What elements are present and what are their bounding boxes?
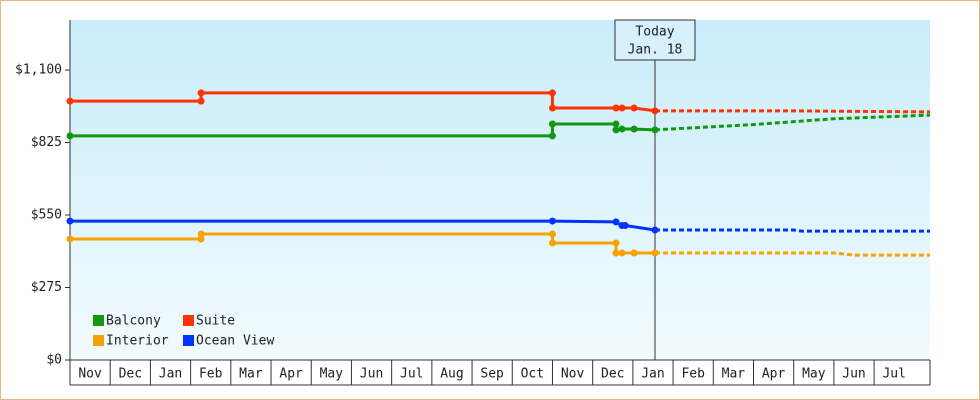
forecast-line [654, 113, 931, 132]
y-tick-label: $0 [46, 353, 62, 368]
price-point [651, 226, 659, 234]
price-point [651, 107, 659, 115]
x-tick-label: Oct [521, 367, 544, 382]
price-point [197, 230, 205, 238]
plot-area [70, 20, 930, 360]
price-point [612, 126, 620, 134]
price-point [197, 235, 205, 243]
x-tick-label: Jul [400, 367, 423, 382]
price-point [612, 218, 620, 226]
x-tick-label: May [320, 367, 344, 382]
price-point [618, 104, 626, 112]
price-point [618, 125, 626, 133]
price-point [548, 217, 556, 225]
legend-label: Ocean View [196, 334, 274, 349]
price-point [548, 120, 556, 128]
forecast-line [654, 228, 930, 233]
price-point [548, 132, 556, 140]
x-tick-label: Apr [762, 367, 786, 382]
price-point [612, 249, 620, 257]
legend-label: Suite [196, 314, 235, 329]
price-point [197, 89, 205, 97]
legend-swatch [183, 315, 194, 326]
price-point [548, 104, 556, 112]
price-point [66, 217, 74, 225]
y-tick-label: $1,100 [15, 63, 62, 78]
price-point [630, 249, 638, 257]
price-point [630, 125, 638, 133]
y-tick-label: $825 [31, 135, 62, 150]
x-tick-label: Jan [159, 367, 182, 382]
x-tick-label: Dec [601, 367, 624, 382]
today-box [614, 19, 696, 61]
legend-swatch [93, 315, 104, 326]
x-tick-label: Sep [480, 367, 504, 382]
x-tick-label: Dec [119, 367, 142, 382]
x-tick-label: Aug [440, 367, 463, 382]
x-tick-label: Nov [561, 367, 585, 382]
x-tick-label: Mar [722, 367, 746, 382]
price-point [621, 222, 629, 230]
x-tick-label: Apr [279, 367, 303, 382]
price-line [70, 219, 656, 232]
legend-label: Balcony [106, 314, 161, 329]
price-point [548, 230, 556, 238]
legend-label: Interior [106, 334, 169, 349]
today-label: Jan. 18 [628, 43, 683, 58]
x-tick-label: Jul [882, 367, 905, 382]
price-point [66, 235, 74, 243]
x-tick-label: Jun [360, 367, 383, 382]
price-point [548, 89, 556, 97]
price-point [651, 126, 659, 134]
x-tick-label: Jan [641, 367, 664, 382]
x-tick-label: Feb [199, 367, 223, 382]
price-point [197, 97, 205, 105]
legend-swatch [93, 335, 104, 346]
forecast-line [654, 251, 930, 257]
price-point [548, 239, 556, 247]
x-tick-label: Nov [78, 367, 102, 382]
price-point [618, 249, 626, 257]
price-point [630, 104, 638, 112]
x-tick-label: Mar [239, 367, 263, 382]
forecast-line [654, 109, 931, 114]
x-tick-label: Jun [842, 367, 865, 382]
x-tick-label: May [802, 367, 826, 382]
price-point [612, 104, 620, 112]
price-point [651, 249, 659, 257]
legend-swatch [183, 335, 194, 346]
y-tick-label: $275 [31, 280, 62, 295]
today-label: Today [635, 25, 674, 40]
price-point [612, 239, 620, 247]
y-tick-label: $550 [31, 208, 62, 223]
price-point [612, 120, 620, 128]
price-point [66, 132, 74, 140]
price-point [66, 97, 74, 105]
x-tick-label: Feb [681, 367, 705, 382]
